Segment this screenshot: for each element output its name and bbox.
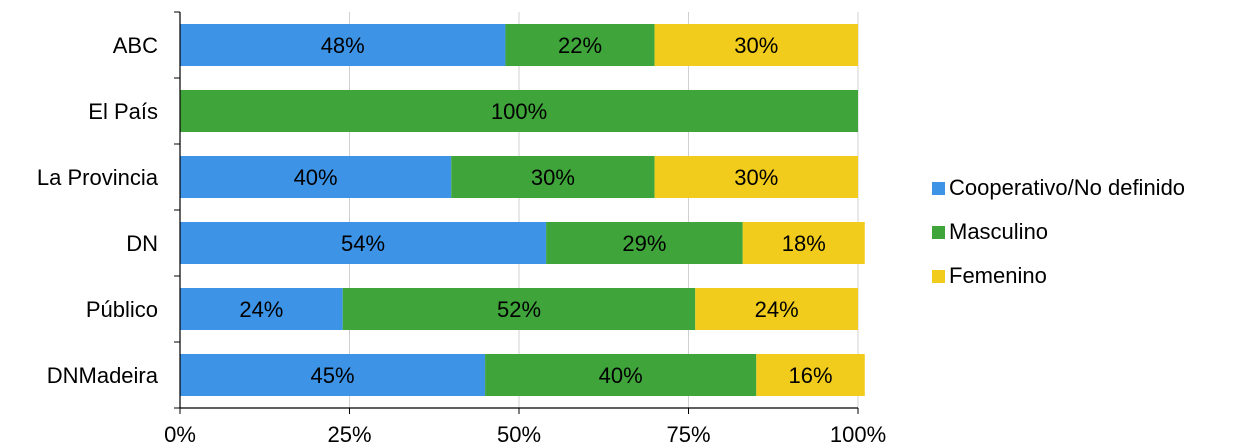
legend-label: Cooperativo/No definido [949, 175, 1186, 200]
data-label: 100% [491, 99, 547, 124]
bar-segment [180, 90, 858, 132]
data-label: 18% [782, 231, 826, 256]
category-label: DN [126, 231, 158, 256]
legend-label: Femenino [949, 263, 1047, 288]
legend-swatch [932, 225, 945, 239]
legend-item: Cooperativo/No definido [932, 166, 1185, 210]
legend-swatch [932, 269, 945, 283]
data-label: 45% [311, 363, 355, 388]
category-label: La Provincia [37, 165, 159, 190]
data-label: 30% [531, 165, 575, 190]
bar-segment [342, 288, 696, 330]
data-label: 40% [294, 165, 338, 190]
x-tick-label: 75% [666, 422, 710, 445]
x-tick-label: 25% [327, 422, 371, 445]
category-label: Público [86, 297, 158, 322]
bar-segment [180, 354, 486, 396]
bar-segment [180, 156, 452, 198]
bar-segment [742, 222, 865, 264]
data-label: 24% [239, 297, 283, 322]
bar-segment [180, 222, 547, 264]
data-label: 54% [341, 231, 385, 256]
bar-segment [180, 288, 343, 330]
x-tick-label: 0% [164, 422, 196, 445]
data-label: 30% [734, 33, 778, 58]
data-label: 48% [321, 33, 365, 58]
legend: Cooperativo/No definido Masculino Femenino [932, 166, 1185, 298]
bar-segment [180, 24, 506, 66]
x-tick-label: 100% [830, 422, 886, 445]
legend-label: Masculino [949, 219, 1049, 244]
bar-segment [756, 354, 865, 396]
bar-segment [654, 156, 858, 198]
bar-segment [695, 288, 858, 330]
stacked-bar-chart: 48% 22% 30% 100% 40% 30% 30% 54% 29% 18% 24% 52% 24%… [37, 11, 886, 445]
data-label: 24% [755, 297, 799, 322]
bar-segment [451, 156, 655, 198]
data-label: 22% [558, 33, 602, 58]
bar-segment [546, 222, 743, 264]
legend-swatch [932, 181, 945, 195]
data-label: 40% [599, 363, 643, 388]
x-tick-label: 50% [497, 422, 541, 445]
category-label: ABC [113, 33, 158, 58]
data-label: 16% [789, 363, 833, 388]
category-label: El País [88, 99, 158, 124]
legend-item: Masculino [932, 210, 1185, 254]
category-label: DNMadeira [47, 363, 159, 388]
data-label: 30% [734, 165, 778, 190]
data-label: 52% [497, 297, 541, 322]
bar-segment [505, 24, 655, 66]
bar-segment [654, 24, 858, 66]
legend-item: Femenino [932, 254, 1185, 298]
bar-segment [485, 354, 757, 396]
data-label: 29% [622, 231, 666, 256]
